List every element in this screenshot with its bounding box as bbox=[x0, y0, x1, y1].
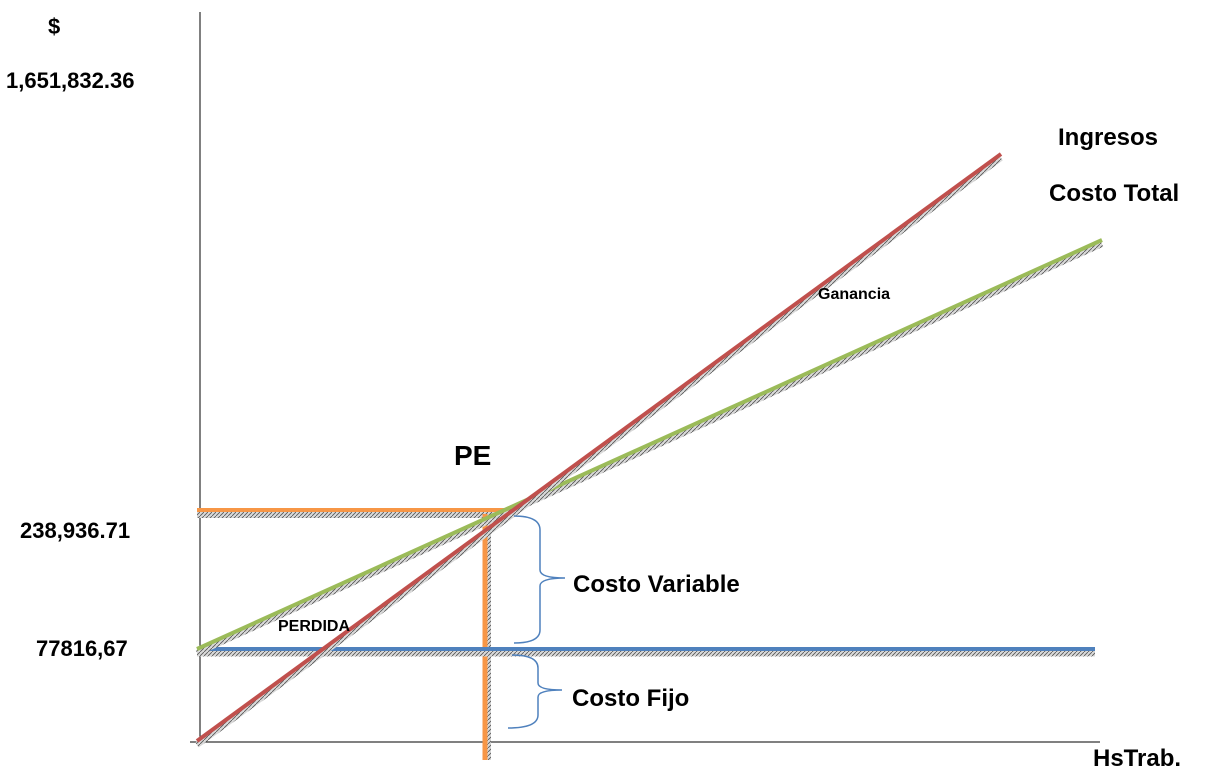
series-line-ingresos bbox=[195, 152, 1003, 748]
x-axis-label: HsTrab. bbox=[1093, 745, 1181, 770]
series-label-costo-total: Costo Total bbox=[1049, 180, 1179, 207]
y-tick-label-fixed-cost: 77816,67 bbox=[36, 636, 128, 661]
y-axis-unit-label: $ bbox=[48, 14, 60, 39]
bracket-costo-variable bbox=[513, 515, 566, 644]
bracket-costo-fijo bbox=[507, 654, 563, 729]
annotation-costo-variable: Costo Variable bbox=[573, 571, 740, 598]
break-even-horizontal-guide bbox=[197, 508, 510, 518]
y-tick-label-top: 1,651,832.36 bbox=[6, 68, 134, 93]
series-label-ingresos: Ingresos bbox=[1058, 124, 1158, 151]
break-even-label: PE bbox=[454, 440, 491, 471]
y-tick-label-break-even: 238,936.71 bbox=[20, 518, 130, 543]
annotation-costo-fijo: Costo Fijo bbox=[572, 685, 689, 712]
series-line-costo-total bbox=[195, 238, 1104, 656]
series-line-costo-fijo bbox=[197, 647, 1095, 657]
annotation-ganancia: Ganancia bbox=[818, 286, 890, 303]
annotation-perdida: PERDIDA bbox=[278, 618, 350, 635]
break-even-vertical-guide bbox=[482, 514, 491, 760]
